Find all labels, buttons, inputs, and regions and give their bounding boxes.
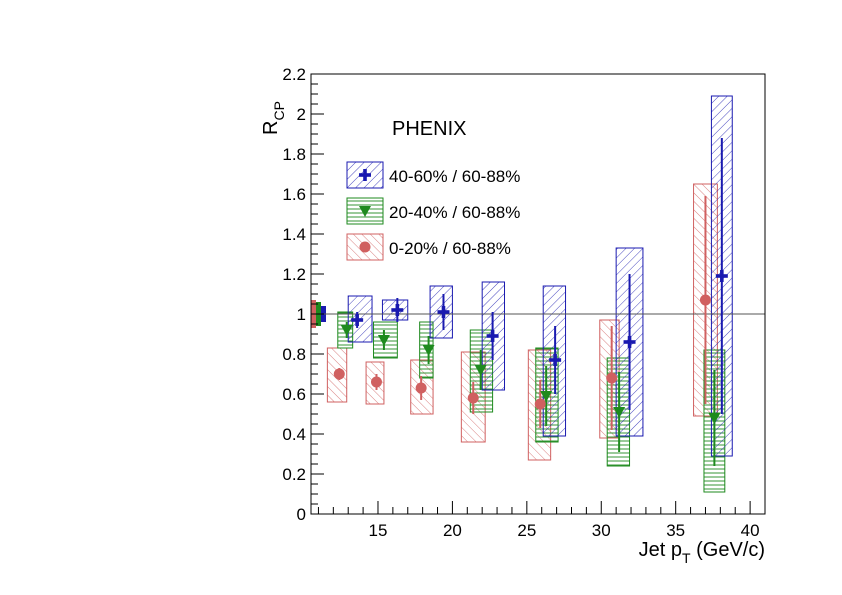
experiment-label: PHENIX [392, 118, 466, 140]
marker-40-60 [715, 270, 728, 282]
legend: 40-60% / 60-88% 20-40% / 60-88% 0-20% / 60… [346, 161, 520, 261]
legend-marker-20-40 [359, 206, 371, 217]
marker-40-60 [351, 314, 364, 326]
x-tick-label: 30 [592, 521, 611, 540]
marker-20-40 [340, 325, 353, 336]
x-axis-title: Jet pT (GeV/c) [639, 539, 765, 566]
x-tick-label: 20 [443, 521, 462, 540]
marker-20-40 [422, 345, 435, 356]
x-tick-label: 35 [666, 521, 685, 540]
y-tick-label: 1.2 [282, 265, 306, 284]
systematic-boxes [326, 95, 733, 493]
y-tick-label: 0 [297, 505, 306, 524]
marker-40-60 [437, 306, 450, 318]
legend-label-0-20: 0-20% / 60-88% [389, 239, 511, 258]
marker-0-20 [699, 294, 711, 306]
legend-label-40-60: 40-60% / 60-88% [389, 167, 520, 186]
x-tick-label: 25 [517, 521, 536, 540]
y-tick-label: 1.6 [282, 185, 306, 204]
marker-0-20 [415, 382, 427, 394]
marker-0-20 [370, 376, 382, 388]
marker-40-60 [623, 336, 636, 348]
y-axis: 0 0.2 0.4 0.6 0.8 1 1.2 1.4 1.6 1.8 2 2.2 [282, 65, 324, 524]
marker-20-40 [377, 335, 390, 346]
y-tick-label: 0.8 [282, 345, 306, 364]
marker-20-40 [540, 391, 553, 402]
legend-label-20-40: 20-40% / 60-88% [389, 203, 520, 222]
marker-40-60 [391, 304, 404, 316]
y-tick-label: 0.6 [282, 385, 306, 404]
x-axis: 15 20 25 30 35 40 [317, 501, 766, 540]
marker-40-60 [486, 330, 499, 342]
y-tick-label: 2 [297, 105, 306, 124]
y-tick-label: 0.2 [282, 465, 306, 484]
marker-0-20 [333, 368, 345, 380]
marker-0-20 [467, 392, 479, 404]
y-tick-label: 2.2 [282, 65, 306, 84]
marker-0-20 [534, 398, 546, 410]
legend-marker-40-60 [359, 169, 371, 181]
y-axis-title: RCP [260, 101, 287, 135]
legend-marker-0-20 [359, 241, 371, 253]
marker-20-40 [708, 413, 721, 424]
marker-40-60 [549, 354, 562, 366]
y-tick-label: 1 [297, 305, 306, 324]
y-tick-label: 1.8 [282, 145, 306, 164]
marker-20-40 [613, 407, 626, 418]
marker-0-20 [606, 372, 618, 384]
marker-20-40 [474, 365, 487, 376]
x-tick-label: 40 [741, 521, 760, 540]
y-tick-label: 0.4 [282, 425, 306, 444]
x-tick-label: 15 [369, 521, 388, 540]
data-markers [333, 270, 728, 424]
y-tick-label: 1.4 [282, 225, 306, 244]
